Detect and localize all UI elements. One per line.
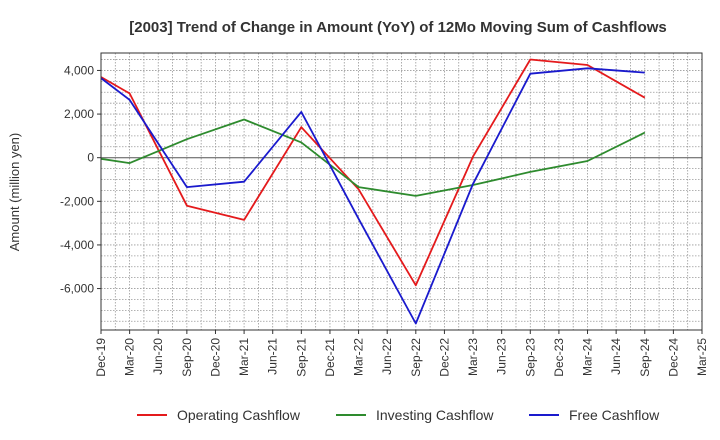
- x-tick-label: Sep-22: [409, 338, 423, 377]
- y-ticks: 4,000 2,000 0 -2,000 -4,000 -6,000: [60, 63, 101, 296]
- x-tick-label: Mar-22: [352, 338, 366, 376]
- x-tick-label: Mar-25: [695, 338, 709, 376]
- series-line-operating-cashflow: [100, 58, 646, 287]
- x-tick-label: Mar-21: [237, 338, 251, 376]
- y-tick-label: 2,000: [64, 107, 94, 121]
- x-tick-label: Mar-24: [581, 338, 595, 376]
- series-line-free-cashflow: [100, 67, 645, 325]
- y-tick-label: -2,000: [60, 194, 94, 208]
- series-layer: [100, 58, 646, 325]
- y-axis-label: Amount (million yen): [7, 133, 22, 252]
- x-tick-label: Dec-21: [323, 338, 337, 377]
- x-tick-label: Dec-22: [437, 338, 451, 377]
- x-tick-label: Sep-21: [294, 338, 308, 377]
- legend-label-investing-cashflow: Investing Cashflow: [376, 407, 494, 423]
- x-tick-label: Dec-23: [552, 338, 566, 377]
- legend-label-operating-cashflow: Operating Cashflow: [177, 407, 301, 423]
- y-tick-label: 4,000: [64, 63, 94, 77]
- x-tick-label: Jun-21: [266, 338, 280, 375]
- x-tick-label: Jun-23: [495, 338, 509, 375]
- legend-label-free-cashflow: Free Cashflow: [569, 407, 660, 423]
- x-tick-label: Sep-23: [523, 338, 537, 377]
- y-tick-label: -4,000: [60, 238, 94, 252]
- x-tick-label: Mar-20: [123, 338, 137, 376]
- grid: [100, 53, 703, 330]
- legend: Operating Cashflow Investing Cashflow Free…: [137, 407, 660, 423]
- x-ticks: Dec-19 Mar-20 Jun-20 Sep-20 Dec-20 Mar-21 Jun-…: [94, 330, 709, 377]
- y-tick-label: 0: [87, 151, 94, 165]
- series-line-investing-cashflow: [100, 118, 646, 197]
- chart-title: [2003] Trend of Change in Amount (YoY) o…: [129, 19, 667, 36]
- x-tick-label: Mar-23: [466, 338, 480, 376]
- x-tick-label: Dec-24: [666, 338, 680, 377]
- x-tick-label: Sep-24: [638, 338, 652, 377]
- plot-frame: [100, 52, 703, 331]
- x-tick-label: Jun-20: [151, 338, 165, 375]
- x-tick-label: Dec-20: [208, 338, 222, 377]
- x-tick-label: Jun-24: [609, 338, 623, 375]
- x-tick-label: Sep-20: [180, 338, 194, 377]
- x-tick-label: Dec-19: [94, 338, 108, 377]
- x-tick-label: Jun-22: [380, 338, 394, 375]
- y-tick-label: -6,000: [60, 282, 94, 296]
